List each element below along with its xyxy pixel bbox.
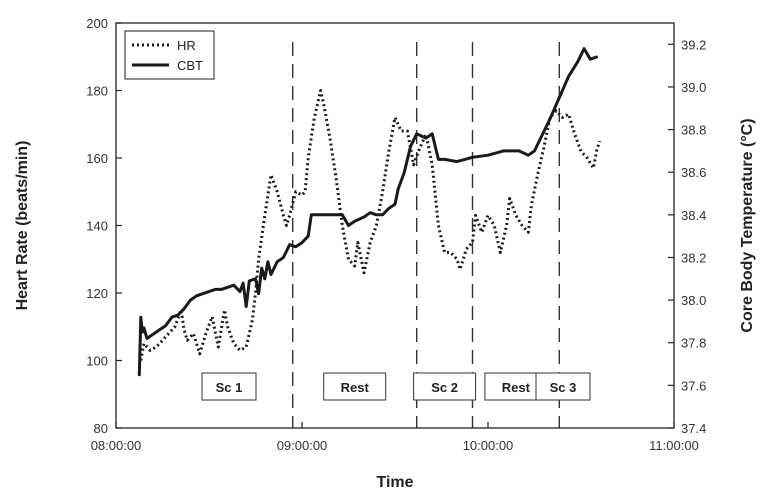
phase-dividers xyxy=(292,42,560,428)
right-y-tick-label-7: 38.8 xyxy=(681,123,706,138)
phase-label-box-2 xyxy=(323,372,387,401)
right-y-tick-label-8: 39.0 xyxy=(681,80,706,95)
right-y-tick-label-1: 37.6 xyxy=(681,378,706,393)
phase-label-box-1 xyxy=(201,372,257,401)
phase-label-box-3 xyxy=(413,372,477,401)
right-y-tick-label-3: 38.0 xyxy=(681,293,706,308)
left-y-tick-label-180: 180 xyxy=(86,84,108,99)
left-y-tick-label-120: 120 xyxy=(86,286,108,301)
phase-label-2: Rest xyxy=(341,380,370,395)
left-y-tick-label-140: 140 xyxy=(86,219,108,234)
x-axis: 08:00:00 09:00:00 10:00:00 11:00:00 xyxy=(91,422,699,453)
left-y-tick-label-200: 200 xyxy=(86,16,108,31)
left-y-tick-label-160: 160 xyxy=(86,151,108,166)
x-tick-label-2: 10:00:00 xyxy=(463,438,514,453)
left-y-axis-title: Heart Rate (beats/min) xyxy=(14,141,31,311)
series-cbt-line xyxy=(137,47,598,377)
left-y-tick-label-80: 80 xyxy=(94,421,108,436)
x-tick-label-0: 08:00:00 xyxy=(91,438,142,453)
right-y-tick-label-6: 38.6 xyxy=(681,165,706,180)
series-hr-line xyxy=(139,89,602,361)
legend: HR CBT xyxy=(124,30,215,80)
phase-label-4: Rest xyxy=(502,380,531,395)
right-y-axis-title: Core Body Temperature (°C) xyxy=(739,118,756,332)
legend-box xyxy=(124,30,215,80)
plot-frame xyxy=(115,22,675,429)
x-tick-label-3: 11:00:00 xyxy=(649,438,699,453)
phase-labels: Sc 1 Rest Sc 2 Rest Sc 3 xyxy=(201,372,591,401)
left-y-tick-label-100: 100 xyxy=(86,354,108,369)
phase-label-3: Sc 2 xyxy=(431,380,458,395)
phase-label-1: Sc 1 xyxy=(216,380,243,395)
phase-label-5: Sc 3 xyxy=(550,380,577,395)
legend-label-cbt: CBT xyxy=(177,58,203,73)
x-tick-label-1: 09:00:00 xyxy=(277,438,328,453)
right-y-tick-label-4: 38.2 xyxy=(681,250,706,265)
legend-label-hr: HR xyxy=(177,38,196,53)
phase-label-box-5 xyxy=(535,372,591,401)
right-y-tick-label-2: 37.8 xyxy=(681,336,706,351)
series-layer xyxy=(137,47,602,377)
right-y-tick-label-9: 39.2 xyxy=(681,37,706,52)
right-y-tick-label-5: 38.4 xyxy=(681,208,706,223)
x-axis-title: Time xyxy=(376,474,413,491)
right-y-tick-label-0: 37.4 xyxy=(681,421,706,436)
right-y-axis: 37.4 37.6 37.8 38.0 38.2 38.4 38.6 38.8 39.0 39.2 xyxy=(668,37,706,436)
left-y-axis: 80 100 120 140 160 180 200 xyxy=(86,16,122,436)
